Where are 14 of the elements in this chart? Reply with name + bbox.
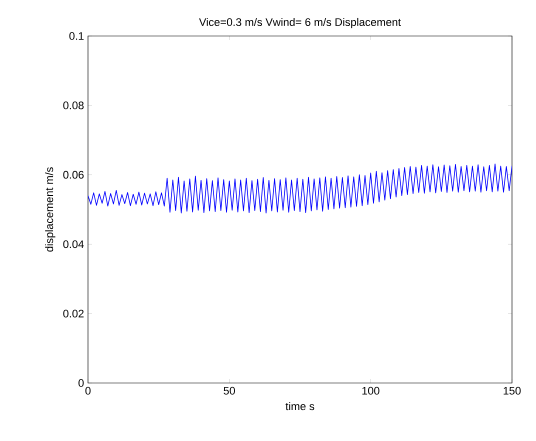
y-axis-title: displacement m/s <box>45 167 56 252</box>
x-tick-label: 150 <box>504 386 521 395</box>
y-tick-label: 0 <box>78 379 84 387</box>
x-axis-title: time s <box>286 402 314 410</box>
x-tick-label: 100 <box>362 386 380 395</box>
y-tick-label: 0.06 <box>63 170 84 179</box>
y-tick-label: 0.1 <box>69 32 84 40</box>
chart-title: Vice=0.3 m/s Vwind= 6 m/s Displacement <box>199 18 401 28</box>
x-tick-label: 0 <box>85 386 91 395</box>
y-tick-label: 0.02 <box>63 310 84 318</box>
line-series <box>88 164 512 214</box>
y-tick-label: 0.08 <box>63 102 84 110</box>
y-tick-label: 0.04 <box>63 240 84 248</box>
x-tick-label: 50 <box>224 386 235 395</box>
